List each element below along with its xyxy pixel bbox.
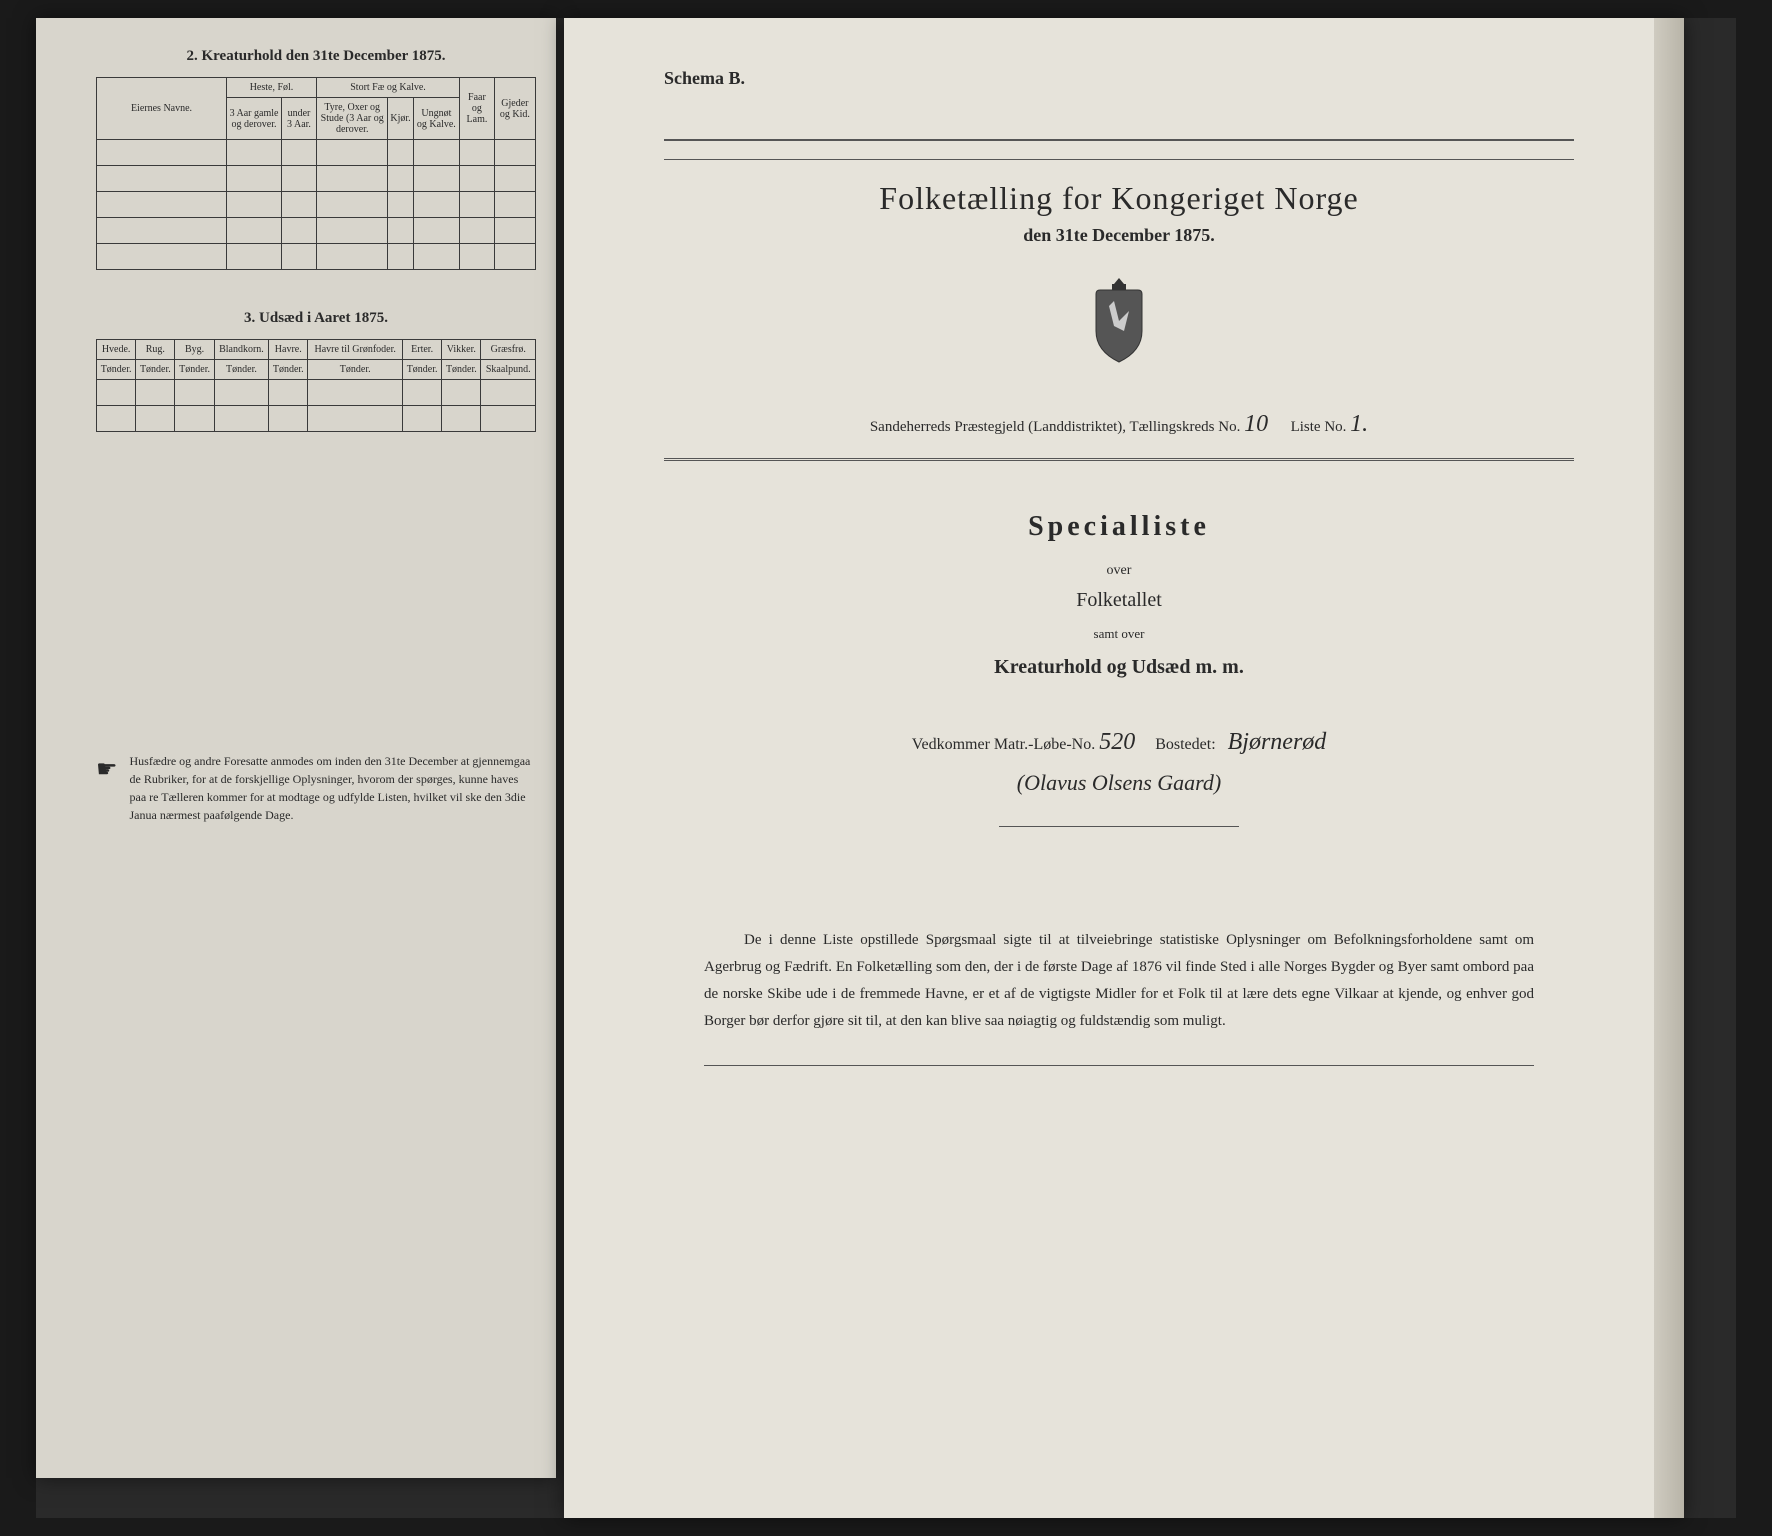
col-stort-0: Tyre, Oxer og Stude (3 Aar og derover.: [317, 98, 388, 140]
table-row: [97, 380, 536, 406]
bottom-paragraph: De i denne Liste opstillede Spørgsmaal s…: [704, 927, 1534, 1035]
unit3-2: Tønder.: [175, 360, 214, 380]
rule-short: [999, 826, 1239, 827]
liste-prefix: Liste No.: [1291, 419, 1347, 435]
col-owner: Eiernes Navne.: [97, 78, 227, 140]
coat-of-arms-icon: [664, 276, 1574, 371]
col3-7: Vikker.: [442, 340, 481, 360]
specialliste-heading: Specialliste: [664, 511, 1574, 543]
bostedet: Bjørnerød: [1228, 729, 1327, 755]
matr-no: 520: [1099, 729, 1135, 755]
table-row: [97, 406, 536, 432]
main-title: Folketælling for Kongeriget Norge: [664, 159, 1574, 217]
unit3-0: Tønder.: [97, 360, 136, 380]
pointing-hand-icon: ☛: [96, 752, 118, 788]
unit3-8: Skaalpund.: [481, 360, 536, 380]
col-heste-0: 3 Aar gamle og derover.: [227, 98, 282, 140]
table-row: [97, 218, 536, 244]
paren-text: (Olavus Olsens Gaard): [664, 770, 1574, 796]
col3-6: Erter.: [403, 340, 442, 360]
table-row: [97, 140, 536, 166]
rule-top: [664, 139, 1574, 141]
col-stort-group: Stort Fæ og Kalve.: [317, 78, 460, 98]
col-heste-1: under 3 Aar.: [282, 98, 317, 140]
table-row: [97, 192, 536, 218]
table-kreaturhold: Eiernes Navne. Heste, Føl. Stort Fæ og K…: [96, 77, 536, 270]
left-page: 2. Kreaturhold den 31te December 1875. E…: [36, 18, 556, 1478]
unit3-6: Tønder.: [403, 360, 442, 380]
section3-title: 3. Udsæd i Aaret 1875.: [96, 310, 536, 327]
district-line: Sandeherreds Præstegjeld (Landdistriktet…: [664, 411, 1574, 438]
right-page: Schema B. Folketælling for Kongeriget No…: [564, 18, 1684, 1518]
footer-note-text: Husfædre og andre Foresatte anmodes om i…: [130, 752, 536, 824]
unit3-4: Tønder.: [269, 360, 308, 380]
bostedet-label: Bostedet:: [1155, 736, 1215, 753]
unit3-5: Tønder.: [308, 360, 403, 380]
col-gjeder: Gjeder og Kid.: [494, 78, 535, 140]
col-stort-2: Ungnøt og Kalve.: [413, 98, 459, 140]
table-row: [97, 244, 536, 270]
col-faar: Faar og Lam.: [460, 78, 495, 140]
liste-no: 1.: [1350, 411, 1368, 437]
col-stort-1: Kjør.: [388, 98, 413, 140]
table-row: [97, 166, 536, 192]
document-spread: 2. Kreaturhold den 31te December 1875. E…: [36, 18, 1736, 1518]
sub-date: den 31te December 1875.: [664, 225, 1574, 246]
unit3-7: Tønder.: [442, 360, 481, 380]
col-heste-group: Heste, Føl.: [227, 78, 317, 98]
samt-over: samt over: [664, 626, 1574, 642]
rule-bottom: [704, 1065, 1534, 1066]
folketallet: Folketallet: [664, 589, 1574, 612]
over-text: over: [664, 563, 1574, 579]
kreatur-line: Kreaturhold og Udsæd m. m.: [664, 656, 1574, 679]
col3-2: Byg.: [175, 340, 214, 360]
col3-5: Havre til Grønfoder.: [308, 340, 403, 360]
district-no: 10: [1244, 411, 1268, 437]
col3-4: Havre.: [269, 340, 308, 360]
section2-title: 2. Kreaturhold den 31te December 1875.: [96, 48, 536, 65]
vedkommer-line: Vedkommer Matr.-Løbe-No. 520 Bostedet: B…: [664, 729, 1574, 756]
rule-double: [664, 458, 1574, 461]
schema-label: Schema B.: [664, 68, 1574, 89]
table-udsaed: Hvede. Rug. Byg. Blandkorn. Havre. Havre…: [96, 339, 536, 432]
col3-1: Rug.: [136, 340, 175, 360]
district-prefix: Sandeherreds Præstegjeld (Landdistriktet…: [870, 419, 1241, 435]
unit3-1: Tønder.: [136, 360, 175, 380]
unit3-3: Tønder.: [214, 360, 268, 380]
vedkommer-prefix: Vedkommer Matr.-Løbe-No.: [912, 736, 1096, 753]
col3-3: Blandkorn.: [214, 340, 268, 360]
col3-8: Græsfrø.: [481, 340, 536, 360]
col3-0: Hvede.: [97, 340, 136, 360]
footer-note: ☛ Husfædre og andre Foresatte anmodes om…: [96, 752, 536, 824]
